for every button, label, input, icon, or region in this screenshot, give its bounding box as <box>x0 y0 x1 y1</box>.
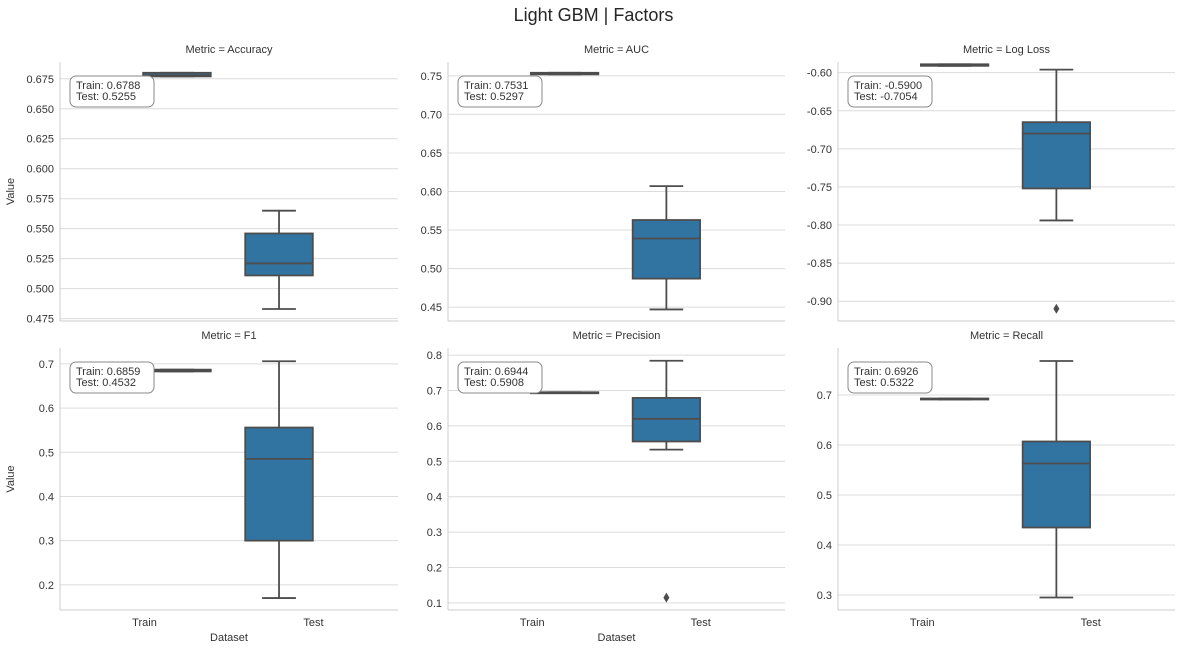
stats-annotation-line: Train: -0.5900 <box>854 80 922 92</box>
box-test <box>631 219 701 280</box>
stats-annotation-line: Train: 0.6859 <box>76 366 140 378</box>
y-tick-label: 0.5 <box>427 456 442 468</box>
x-tick-label: Train <box>132 617 157 629</box>
stats-annotation-line: Train: 0.6944 <box>464 366 528 378</box>
stats-annotation-box <box>457 361 543 394</box>
y-tick-label: -0.80 <box>807 220 832 232</box>
box-test <box>1021 440 1091 529</box>
figure-title: Light GBM | Factors <box>513 5 674 25</box>
y-tick-label: 0.1 <box>427 598 442 610</box>
x-tick-label: Test <box>691 617 711 629</box>
outlier-marker <box>1053 303 1060 314</box>
stats-annotation-box <box>847 75 933 108</box>
y-tick-label: 0.4 <box>817 540 832 552</box>
y-tick-label: 0.6 <box>817 440 832 452</box>
stats-annotation-line: Train: 0.6788 <box>76 80 140 92</box>
stats-annotation-line: Test: -0.7054 <box>854 91 918 103</box>
y-tick-label: 0.575 <box>26 194 54 206</box>
y-tick-label: -0.85 <box>807 258 832 270</box>
y-tick-label: 0.675 <box>26 74 54 86</box>
panel-title: Metric = F1 <box>201 330 256 342</box>
y-tick-label: 0.3 <box>427 527 442 539</box>
stats-annotation-line: Test: 0.4532 <box>76 377 136 389</box>
outlier-marker <box>663 592 670 603</box>
stats-annotation-line: Test: 0.5255 <box>76 91 136 103</box>
stats-annotation-box <box>69 361 155 394</box>
y-tick-label: 0.625 <box>26 134 54 146</box>
panel-title: Metric = Accuracy <box>185 44 273 56</box>
y-tick-label: 0.50 <box>421 264 442 276</box>
panel-title: Metric = Precision <box>573 330 661 342</box>
y-tick-label: 0.65 <box>421 148 442 160</box>
y-tick-label: 0.7 <box>427 385 442 397</box>
stats-annotation-line: Test: 0.5322 <box>854 377 914 389</box>
y-tick-label: 0.7 <box>817 390 832 402</box>
box-test <box>244 426 314 542</box>
y-tick-label: 0.45 <box>421 302 442 314</box>
panel-title: Metric = Log Loss <box>963 44 1051 56</box>
x-axis-label: Dataset <box>210 632 248 644</box>
y-tick-label: 0.8 <box>427 350 442 362</box>
y-tick-label: 0.60 <box>421 187 442 199</box>
y-tick-label: 0.2 <box>427 563 442 575</box>
x-tick-label: Train <box>520 617 545 629</box>
panel-title: Metric = AUC <box>584 44 649 56</box>
y-tick-label: -0.90 <box>807 296 832 308</box>
y-tick-label: -0.75 <box>807 182 832 194</box>
y-tick-label: 0.475 <box>26 314 54 326</box>
y-tick-label: 0.600 <box>26 164 54 176</box>
y-tick-label: 0.7 <box>39 359 54 371</box>
y-axis-label: Value <box>5 465 17 492</box>
y-tick-label: 0.6 <box>427 421 442 433</box>
y-tick-label: 0.3 <box>817 590 832 602</box>
y-tick-label: 0.2 <box>39 580 54 592</box>
x-tick-label: Test <box>1081 617 1101 629</box>
y-tick-label: -0.60 <box>807 68 832 80</box>
stats-annotation-line: Test: 0.5297 <box>464 91 524 103</box>
y-tick-label: -0.70 <box>807 144 832 156</box>
y-tick-label: 0.75 <box>421 71 442 83</box>
y-tick-label: 0.525 <box>26 254 54 266</box>
y-tick-label: 0.5 <box>39 447 54 459</box>
y-tick-label: 0.55 <box>421 225 442 237</box>
y-tick-label: 0.5 <box>817 490 832 502</box>
y-tick-label: 0.3 <box>39 536 54 548</box>
stats-annotation-box <box>457 75 543 108</box>
y-tick-label: 0.4 <box>39 491 54 503</box>
stats-annotation-line: Test: 0.5908 <box>464 377 524 389</box>
y-tick-label: 0.500 <box>26 284 54 296</box>
y-tick-label: 0.4 <box>427 492 442 504</box>
stats-annotation-line: Train: 0.7531 <box>464 80 528 92</box>
y-axis-label: Value <box>5 178 17 205</box>
stats-annotation-box <box>847 361 933 394</box>
y-tick-label: 0.550 <box>26 224 54 236</box>
x-tick-label: Train <box>910 617 935 629</box>
stats-annotation-line: Train: 0.6926 <box>854 366 918 378</box>
y-tick-label: 0.70 <box>421 109 442 121</box>
x-tick-label: Test <box>303 617 323 629</box>
box-test <box>244 232 314 277</box>
y-tick-label: 0.6 <box>39 403 54 415</box>
y-tick-label: -0.65 <box>807 106 832 118</box>
stats-annotation-box <box>69 75 155 108</box>
x-axis-label: Dataset <box>598 632 636 644</box>
y-tick-label: 0.650 <box>26 104 54 116</box>
box-test <box>1021 121 1091 190</box>
panel-title: Metric = Recall <box>970 330 1043 342</box>
